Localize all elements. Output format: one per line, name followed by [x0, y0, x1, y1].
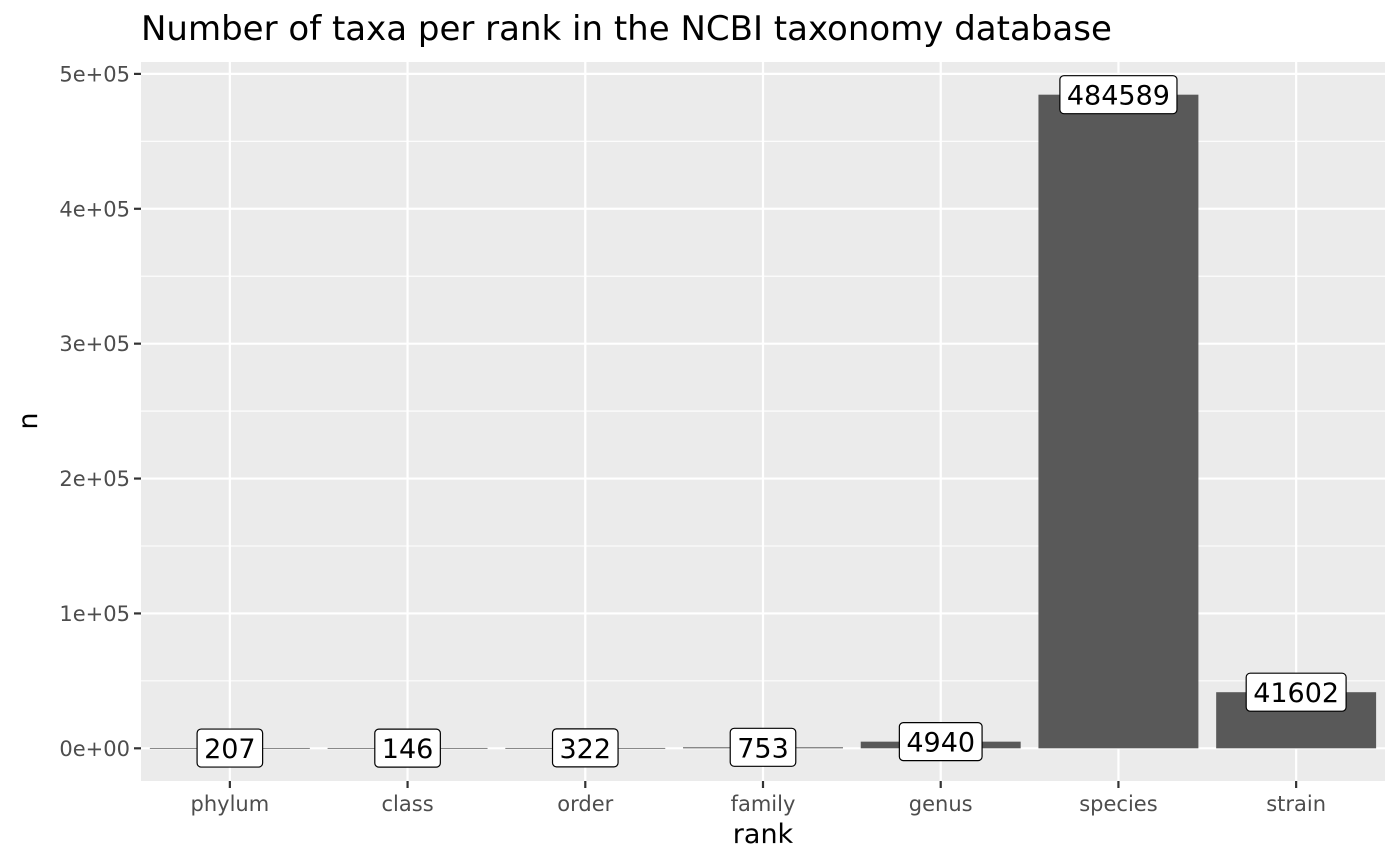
y-tick-label: 5e+05: [59, 62, 130, 86]
y-tick-label: 2e+05: [59, 467, 130, 491]
data-label-strain: 41602: [1245, 672, 1347, 712]
bars: [149, 94, 1377, 749]
data-label-box: [1245, 672, 1347, 712]
bar-species: [1038, 94, 1199, 749]
y-tick-label: 4e+05: [59, 197, 130, 221]
y-tick-label: 1e+05: [59, 602, 130, 626]
data-label-value: 484589: [1067, 81, 1170, 112]
x-axis-title: rank: [733, 819, 794, 850]
data-label-box: [551, 728, 619, 768]
data-labels: 207 146 322 753 4940 484589 41602: [196, 75, 1347, 768]
data-label-value: 4940: [906, 728, 975, 759]
x-axis: phylum class order family genus species strain: [191, 781, 1326, 816]
data-label-value: 146: [382, 734, 434, 765]
x-tick-label-strain: strain: [1266, 792, 1326, 816]
data-label-box: [196, 728, 264, 768]
data-label-box: [729, 727, 797, 767]
data-label-class: 146: [374, 728, 441, 768]
data-label-species: 484589: [1059, 75, 1178, 115]
x-tick-label-order: order: [557, 792, 613, 816]
chart-title: Number of taxa per rank in the NCBI taxo…: [141, 9, 1112, 49]
data-label-box: [1059, 75, 1178, 115]
y-axis: 0e+00 1e+05 2e+05 3e+05 4e+05 5e+05: [59, 62, 141, 761]
data-label-value: 753: [737, 733, 789, 764]
data-label-value: 322: [560, 734, 612, 765]
data-label-value: 207: [204, 734, 256, 765]
y-tick-label: 3e+05: [59, 332, 130, 356]
x-tick-label-class: class: [382, 792, 434, 816]
data-label-box: [374, 728, 441, 768]
data-label-family: 753: [729, 727, 797, 767]
data-label-genus: 4940: [898, 722, 983, 762]
x-tick-label-species: species: [1079, 792, 1157, 816]
data-label-value: 41602: [1253, 678, 1339, 709]
y-tick-label: 0e+00: [59, 737, 130, 761]
data-label-order: 322: [551, 728, 619, 768]
x-tick-label-family: family: [731, 792, 796, 816]
x-tick-label-genus: genus: [909, 792, 973, 816]
data-label-phylum: 207: [196, 728, 264, 768]
y-axis-title: n: [13, 412, 44, 429]
x-tick-label-phylum: phylum: [191, 792, 270, 816]
data-label-box: [898, 722, 983, 762]
